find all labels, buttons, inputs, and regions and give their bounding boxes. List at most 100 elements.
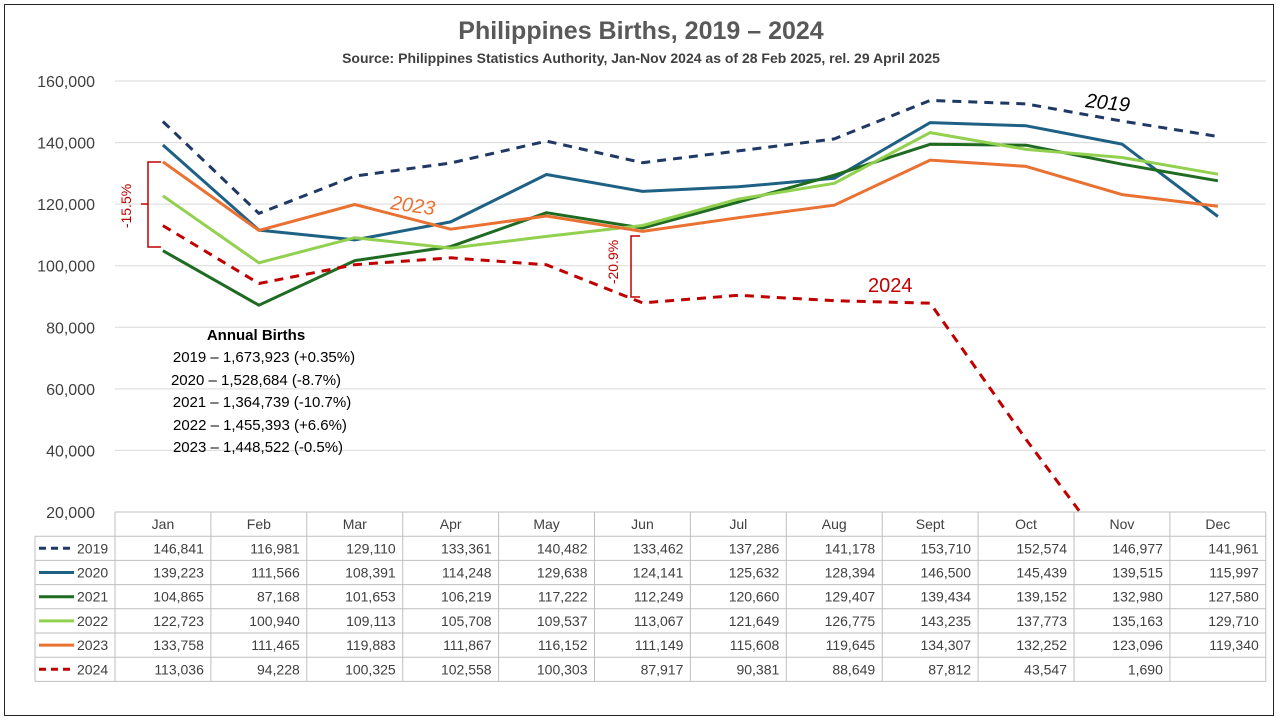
table-cell: 135,163 [1112,613,1163,629]
y-tick-label: 160,000 [37,74,95,91]
table-cell: 115,608 [730,637,780,653]
chart-title: Philippines Births, 2019 – 2024 [458,17,824,45]
legend-label: 2019 [77,540,108,556]
x-category-label: Jun [631,516,654,532]
jun-drop-bracket [630,235,640,298]
table-cell: 143,235 [920,613,971,629]
table-cell: 100,325 [345,661,396,677]
table-cell: 102,558 [441,661,492,677]
table-cell: 111,149 [635,637,684,653]
table-cell: 129,710 [1208,613,1259,629]
table-cell: 114,248 [442,565,492,581]
table-cell: 139,434 [920,589,971,605]
table-cell: 87,917 [641,661,684,677]
table-cell: 121,649 [729,613,780,629]
series-line-2024 [162,224,1082,512]
table-cell: 132,980 [1112,589,1163,605]
table-cell: 139,515 [1112,565,1163,581]
table-cell: 113,067 [634,613,684,629]
table-cell: 100,303 [537,661,588,677]
table-cell: 152,574 [1016,540,1067,556]
x-category-label: May [533,516,559,532]
x-category-label: Feb [247,516,271,532]
table-cell: 113,036 [154,661,204,677]
table-cell: 123,096 [1112,637,1163,653]
series-line-2019 [161,98,1219,215]
x-category-label: Dec [1205,516,1230,532]
x-category-label: Mar [343,516,367,532]
table-cell: 146,841 [153,540,204,556]
table-cell: 111,867 [443,637,492,653]
table-cell: 139,152 [1016,589,1067,605]
y-tick-label: 20,000 [46,505,95,522]
table-cell: 125,632 [729,565,780,581]
table-cell: 153,710 [920,540,971,556]
data-table: Jan Feb Mar Apr May Jun Jul Aug Sept Oct Nov Dec 201… [34,511,1267,682]
table-cell: 124,141 [633,565,684,581]
jan-drop-label: -15.5% [118,184,134,228]
table-cell: 137,773 [1016,613,1067,629]
x-category-label: Jan [152,516,175,532]
table-cell: 146,500 [920,565,971,581]
table-cell: 139,223 [153,565,204,581]
series-line-2022 [162,131,1219,265]
legend-label: 2020 [77,565,108,581]
table-cell: 100,940 [249,613,300,629]
table-cell: 126,775 [825,613,876,629]
series-label-2024: 2024 [868,275,913,297]
annual-births-line: 2021 – 1,364,739 (-10.7%) [173,394,351,411]
table-cell: 117,222 [538,589,588,605]
x-category-label: Jul [729,516,747,532]
table-cell: 94,228 [257,661,300,677]
table-cell: 104,865 [153,589,204,605]
table-cell: 129,638 [537,565,588,581]
table-cell: 112,249 [634,589,684,605]
table-cell: 134,307 [920,637,971,653]
table-cell: 120,660 [729,589,780,605]
jan-drop-bracket [141,161,161,248]
table-cell: 129,407 [825,589,876,605]
table-cell: 133,758 [153,637,204,653]
x-category-label: Nov [1109,516,1134,532]
table-cell: 132,252 [1016,637,1067,653]
annual-births-line: 2020 – 1,528,684 (-8.7%) [171,372,341,389]
x-category-label: Apr [440,516,462,532]
table-cell: 145,439 [1016,565,1067,581]
annual-births-title: Annual Births [207,327,305,344]
table-cell: 119,883 [346,637,396,653]
table-cell: 133,361 [441,540,492,556]
table-cell: 111,465 [251,637,300,653]
y-tick-label: 60,000 [46,382,95,399]
table-cell: 141,961 [1208,540,1259,556]
table-cell: 1,690 [1128,661,1163,677]
jun-drop-label: -20.9% [605,240,621,284]
table-cell: 115,997 [1209,565,1259,581]
table-cell: 111,566 [251,565,300,581]
annual-births-line: 2022 – 1,455,393 (+6.6%) [173,417,347,434]
table-cell: 119,645 [826,637,876,653]
table-cell: 88,649 [832,661,875,677]
table-cell: 101,653 [345,589,396,605]
legend-label: 2023 [77,637,108,653]
table-cell: 109,113 [346,613,396,629]
table-cell: 141,178 [825,540,876,556]
table-cell: 116,981 [250,540,300,556]
series-line-2023 [162,158,1219,233]
series-line-2020 [161,121,1219,242]
table-cell: 128,394 [825,565,876,581]
legend-label: 2024 [77,661,108,677]
table-cell: 105,708 [441,613,492,629]
series-lines [161,98,1219,512]
table-cell: 90,381 [736,661,779,677]
table-cell: 43,547 [1024,661,1067,677]
chart-frame [4,4,1274,716]
table-cell: 109,537 [537,613,588,629]
series-label-2019: 2019 [1083,90,1131,117]
y-tick-label: 80,000 [46,320,95,337]
legend-label: 2021 [77,589,108,605]
x-category-label: Aug [822,516,847,532]
legend-label: 2022 [77,613,108,629]
chart-subtitle: Source: Philippines Statistics Authority… [342,50,940,66]
table-cell: 119,340 [1209,637,1259,653]
